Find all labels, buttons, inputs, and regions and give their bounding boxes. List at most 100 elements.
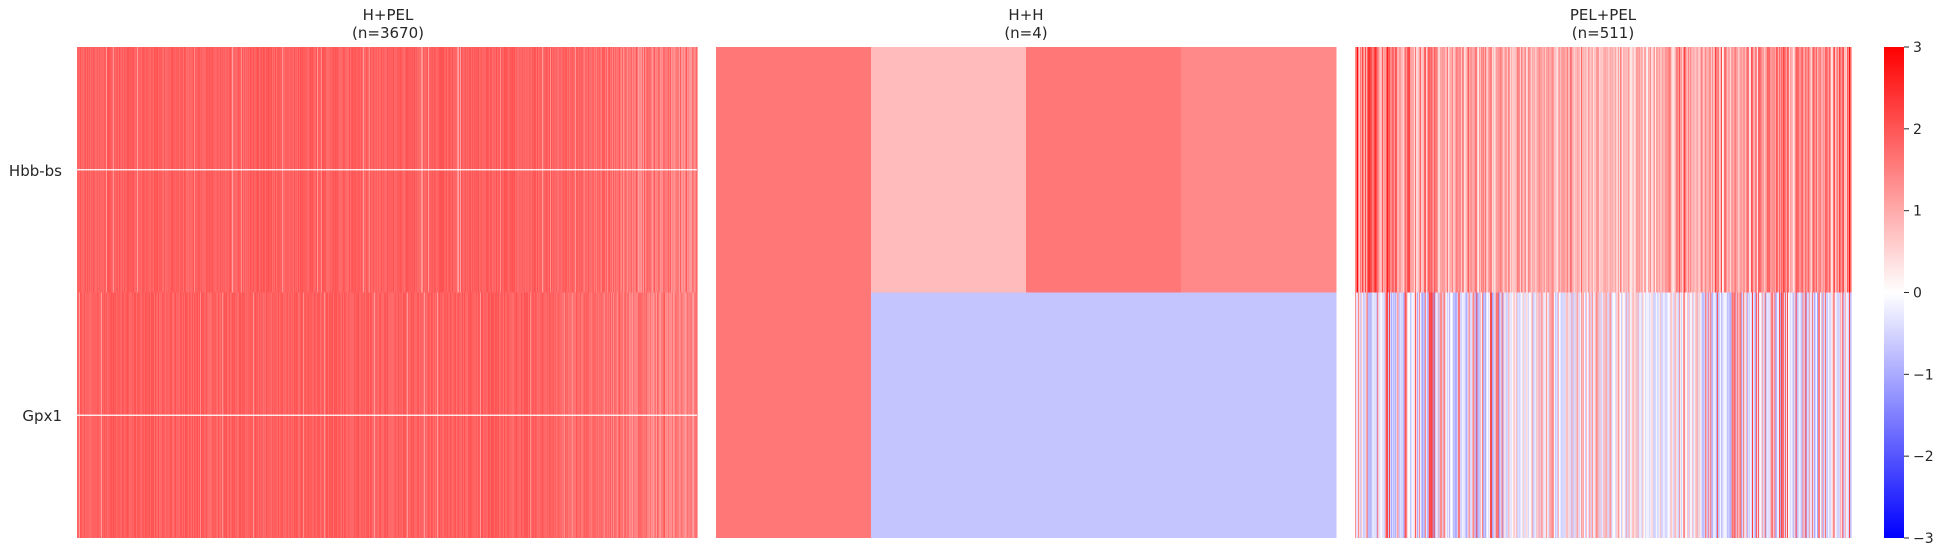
heatmap-cell xyxy=(1634,292,1637,538)
heatmap-cell xyxy=(1684,47,1686,293)
heatmap-cell xyxy=(1553,292,1556,538)
heatmap-cell xyxy=(1727,292,1730,538)
heatmap-cell xyxy=(1570,47,1573,293)
heatmap-cell xyxy=(1392,292,1395,538)
heatmap-cell xyxy=(1784,292,1787,538)
heatmap-cell xyxy=(1723,47,1726,293)
heatmap-cell xyxy=(1715,47,1717,293)
heatmap-cell xyxy=(1717,292,1719,538)
heatmap-cell xyxy=(1362,47,1365,293)
heatmap-cell xyxy=(1603,292,1606,538)
heatmap-cell xyxy=(1680,292,1682,538)
heatmap-cell xyxy=(1630,292,1633,538)
heatmap-cell xyxy=(1550,292,1552,538)
heatmap-cell xyxy=(1561,47,1564,293)
heatmap-cell xyxy=(1839,292,1841,538)
heatmap-cell xyxy=(1478,47,1480,293)
heatmap-cell xyxy=(1399,47,1402,293)
heatmap-cell xyxy=(1823,292,1826,538)
heatmap-cell xyxy=(1560,47,1563,293)
heatmap-cell xyxy=(1592,292,1595,538)
heatmap-cell xyxy=(1850,47,1852,293)
heatmap-cell xyxy=(1422,292,1425,538)
heatmap-cell xyxy=(1647,47,1649,293)
heatmap-cell xyxy=(1617,292,1619,538)
heatmap-cell xyxy=(1505,47,1508,293)
heatmap-cell xyxy=(1598,47,1601,293)
heatmap-cell xyxy=(1777,47,1779,293)
heatmap-cell xyxy=(1356,47,1359,293)
heatmap-cell xyxy=(1361,47,1364,293)
heatmap-cell xyxy=(1558,47,1561,293)
heatmap-cell xyxy=(1359,292,1362,538)
heatmap-cell xyxy=(1729,47,1732,293)
heatmap-cell xyxy=(1842,47,1844,293)
heatmap-cell xyxy=(1834,47,1837,293)
heatmap-cell xyxy=(1465,47,1468,293)
heatmap-cell xyxy=(1412,47,1414,293)
heatmap-cell xyxy=(1667,292,1670,538)
heatmap-cell xyxy=(1466,47,1469,293)
heatmap-cell xyxy=(1782,47,1784,293)
heatmap-cell xyxy=(1415,292,1417,538)
heatmap-cell xyxy=(1819,292,1822,538)
heatmap-cell xyxy=(1699,47,1702,293)
heatmap-cell xyxy=(1568,47,1571,293)
heatmap-cell xyxy=(1421,292,1424,538)
heatmap-cell xyxy=(1523,47,1526,293)
heatmap-cell xyxy=(1640,47,1642,293)
heatmap-cell xyxy=(1806,292,1808,538)
heatmap-cell xyxy=(1714,47,1716,293)
heatmap-cell xyxy=(1499,47,1502,293)
heatmap-cell xyxy=(1763,47,1766,293)
heatmap-cell xyxy=(1731,292,1734,538)
heatmap-cell xyxy=(1627,292,1630,538)
heatmap-cell xyxy=(1562,292,1565,538)
heatmap-cell xyxy=(1688,292,1691,538)
heatmap-cell xyxy=(1608,47,1610,293)
heatmap-cell xyxy=(1784,47,1786,293)
heatmap-cell xyxy=(1759,47,1762,293)
heatmap-cell xyxy=(1441,292,1443,538)
heatmap-cell xyxy=(1742,292,1744,538)
colorbar-tick-label: −2 xyxy=(1913,449,1934,465)
heatmap-cell xyxy=(1746,292,1748,538)
heatmap-cell xyxy=(1828,292,1831,538)
heatmap-cell xyxy=(1718,47,1720,293)
heatmap-cell xyxy=(1459,47,1462,293)
heatmap-cell xyxy=(1694,47,1697,293)
heatmap-cell xyxy=(1420,292,1422,538)
heatmap-cell xyxy=(1712,292,1714,538)
heatmap-cell xyxy=(1581,292,1583,538)
heatmap-cell xyxy=(1624,292,1627,538)
heatmap-cell xyxy=(1675,47,1677,293)
heatmap-cell xyxy=(1557,47,1560,293)
heatmap-cell xyxy=(1761,292,1764,538)
heatmap-cell xyxy=(1612,292,1614,538)
heatmap-cell xyxy=(1697,47,1700,293)
heatmap-cell xyxy=(1394,292,1397,538)
heatmap-cell xyxy=(1579,292,1581,538)
heatmap-cell xyxy=(1625,47,1628,293)
heatmap-cell xyxy=(1396,292,1399,538)
heatmap-cell xyxy=(1374,47,1376,293)
heatmap-cell xyxy=(1550,47,1552,293)
heatmap-cell xyxy=(1755,47,1758,293)
heatmap-cell xyxy=(1800,292,1803,538)
heatmap-cell xyxy=(1774,47,1776,293)
heatmap-cell xyxy=(1575,47,1577,293)
heatmap-cell xyxy=(1509,47,1511,293)
heatmap-cell xyxy=(1026,47,1182,293)
heatmap-cell xyxy=(1480,292,1482,538)
heatmap-cell xyxy=(1470,292,1473,538)
heatmap-cell xyxy=(1631,292,1634,538)
heatmap-cell xyxy=(1813,292,1815,538)
heatmap-cell xyxy=(1481,292,1483,538)
heatmap-cell xyxy=(1538,292,1541,538)
heatmap-cell xyxy=(1846,292,1848,538)
heatmap-cell xyxy=(1386,292,1388,538)
heatmap-cell xyxy=(1710,47,1712,293)
heatmap-cell xyxy=(1572,292,1574,538)
heatmap-cell xyxy=(1807,47,1809,293)
heatmap-cell xyxy=(1361,292,1364,538)
